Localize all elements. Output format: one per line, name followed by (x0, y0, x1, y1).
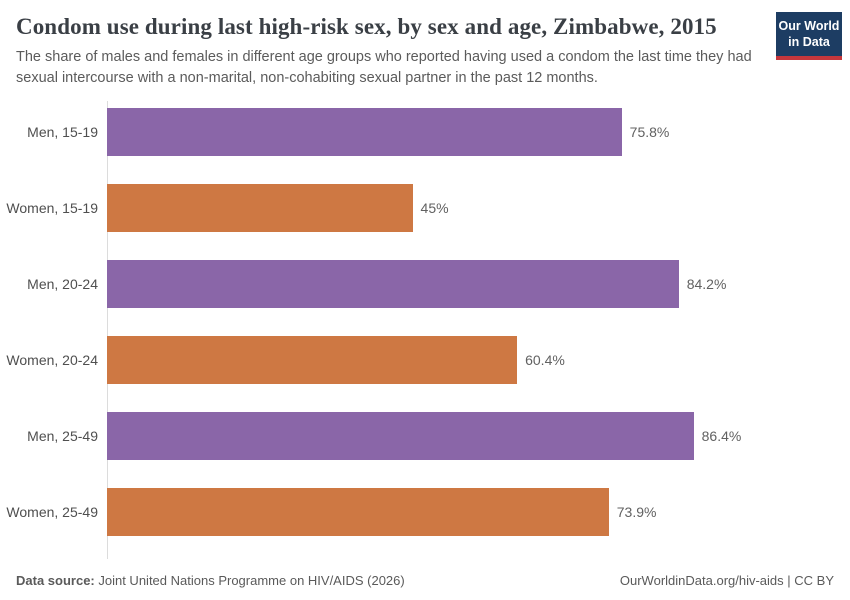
bar-row: Women, 15-19 45% (0, 170, 850, 246)
chart-title: Condom use during last high-risk sex, by… (16, 14, 717, 39)
data-source-value: Joint United Nations Programme on HIV/AI… (94, 573, 405, 588)
attribution-note: OurWorldinData.org/hiv-aids | CC BY (619, 573, 834, 588)
category-label: Women, 20-24 (6, 352, 98, 369)
owid-logo-line2: in Data (788, 35, 830, 50)
bar-value-label: 84.2% (686, 276, 727, 293)
bar (107, 184, 413, 233)
bar-value-label: 60.4% (525, 352, 565, 369)
bar-chart-rows: Men, 15-19 75.8% Women, 15-19 45% Men, 20-24… (0, 94, 850, 550)
bar-track: 86.4% (107, 412, 850, 461)
category-label: Women, 15-19 (6, 200, 98, 217)
bar-row: Women, 25-49 73.9% (0, 474, 850, 550)
bar (107, 260, 679, 309)
y-axis-line (107, 101, 108, 560)
category-label: Men, 15-19 (27, 124, 98, 141)
chart-header: Condom use during last high-risk sex, by… (0, 0, 850, 89)
bar-chart: Men, 15-19 75.8% Women, 15-19 45% Men, 20-24… (0, 94, 850, 560)
bar-row: Men, 20-24 84.2% (0, 246, 850, 322)
bar-value-label: 75.8% (629, 124, 670, 141)
owid-logo-line1: Our World (778, 19, 840, 33)
bar-track: 75.8% (107, 108, 850, 157)
category-label: Men, 25-49 (27, 428, 98, 445)
bar-value-label: 45% (420, 200, 449, 217)
bar-track: 60.4% (107, 336, 850, 385)
owid-logo-stripe (776, 55, 842, 60)
bar-row: Women, 20-24 60.4% (0, 322, 850, 398)
data-source-label: Data source: (16, 573, 95, 588)
bar-row: Men, 15-19 75.8% (0, 94, 850, 170)
bar-value-label: 86.4% (701, 428, 742, 445)
bar (107, 488, 609, 537)
chart-footer: Data source: Joint United Nations Progra… (0, 573, 850, 588)
category-label: Women, 25-49 (6, 504, 98, 521)
bar (107, 336, 518, 385)
bar-track: 73.9% (107, 488, 850, 537)
bar-track: 84.2% (107, 260, 850, 309)
chart-subtitle: The share of males and females in differ… (16, 49, 752, 87)
category-label: Men, 20-24 (27, 276, 98, 293)
data-source-note: Data source: Joint United Nations Progra… (16, 573, 405, 588)
bar-row: Men, 25-49 86.4% (0, 398, 850, 474)
bar (107, 412, 694, 461)
owid-logo: Our World in Data (776, 12, 842, 60)
bar-track: 45% (107, 184, 850, 233)
bar-value-label: 73.9% (616, 504, 657, 521)
bar (107, 108, 622, 157)
owid-logo-text: Our World in Data (776, 12, 842, 56)
